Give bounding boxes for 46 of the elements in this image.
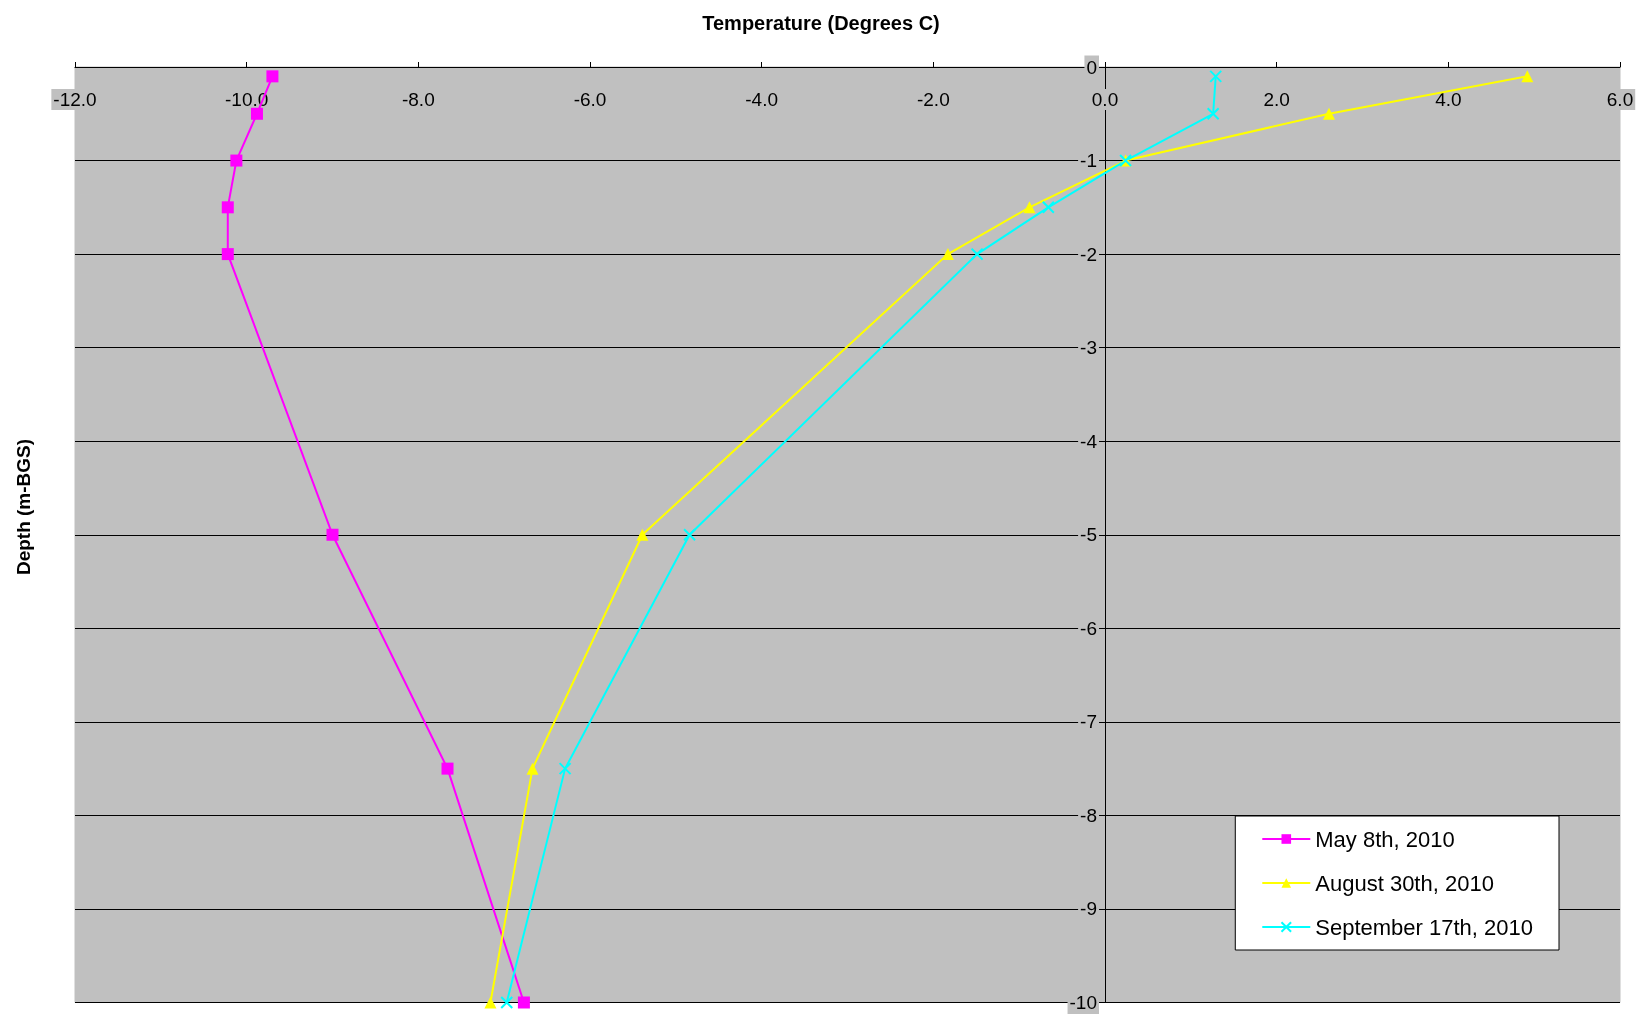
y-tick-label: -3: [1080, 337, 1097, 359]
x-tick-label: -8.0: [401, 89, 435, 110]
point: [1206, 107, 1220, 121]
x-axis-title: Temperature (Degrees C): [702, 12, 940, 34]
point: [221, 248, 234, 261]
point: [1023, 201, 1036, 214]
point: [683, 528, 697, 542]
point: [1323, 107, 1336, 120]
point: [326, 528, 339, 541]
y-tick-label: -2: [1080, 243, 1097, 265]
y-tick-label: -6: [1080, 617, 1097, 639]
x-tick-label: 6.0: [1606, 89, 1634, 110]
legend-label: September 17th, 2010: [1315, 914, 1534, 940]
y-tick-label: 0: [1086, 56, 1097, 78]
y-axis-title: Depth (m-BGS): [13, 438, 34, 576]
point: [517, 996, 530, 1009]
x-tick-label: -2.0: [916, 89, 950, 110]
point: [230, 154, 243, 167]
legend-label: August 30th, 2010: [1315, 870, 1494, 896]
legend-label: May 8th, 2010: [1315, 826, 1455, 852]
point: [558, 762, 572, 776]
x-tick-label: -4.0: [745, 89, 779, 110]
x-tick-label: 4.0: [1435, 89, 1462, 110]
y-tick-label: -10: [1069, 992, 1097, 1013]
point: [636, 528, 649, 541]
y-tick-label: -4: [1080, 430, 1098, 452]
point: [970, 247, 984, 261]
point: [266, 70, 279, 83]
y-tick-label: -9: [1080, 898, 1097, 920]
point: [1521, 70, 1534, 83]
y-tick-label: -5: [1080, 524, 1097, 546]
y-tick-label: -7: [1080, 711, 1097, 733]
point: [250, 107, 263, 120]
point: [484, 996, 497, 1009]
x-tick-label: -12.0: [53, 89, 97, 110]
x-tick-label: 0.0: [1091, 89, 1119, 110]
point: [526, 762, 539, 775]
x-tick-label: -6.0: [573, 89, 607, 110]
point: [221, 201, 234, 214]
y-tick-label: -8: [1080, 804, 1097, 826]
point: [1209, 69, 1223, 83]
point: [500, 996, 514, 1009]
y-tick-label: -1: [1080, 150, 1097, 172]
x-tick-label: 2.0: [1263, 89, 1290, 110]
point: [441, 762, 454, 775]
point: [1041, 200, 1055, 214]
